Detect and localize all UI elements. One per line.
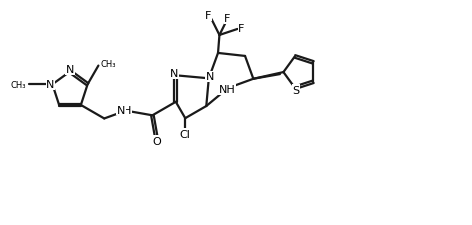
Text: N: N [169,69,178,79]
Text: CH₃: CH₃ [11,80,26,89]
Text: S: S [292,86,299,95]
Text: F: F [238,24,244,34]
Text: N: N [66,65,74,75]
Text: O: O [152,136,161,146]
Text: N: N [46,80,55,90]
Text: N: N [206,72,214,82]
Text: H: H [123,105,131,115]
Text: Cl: Cl [180,129,191,139]
Text: CH₃: CH₃ [101,60,116,69]
Text: N: N [117,105,125,115]
Text: F: F [205,11,211,21]
Text: F: F [224,14,231,24]
Text: NH: NH [219,85,236,94]
